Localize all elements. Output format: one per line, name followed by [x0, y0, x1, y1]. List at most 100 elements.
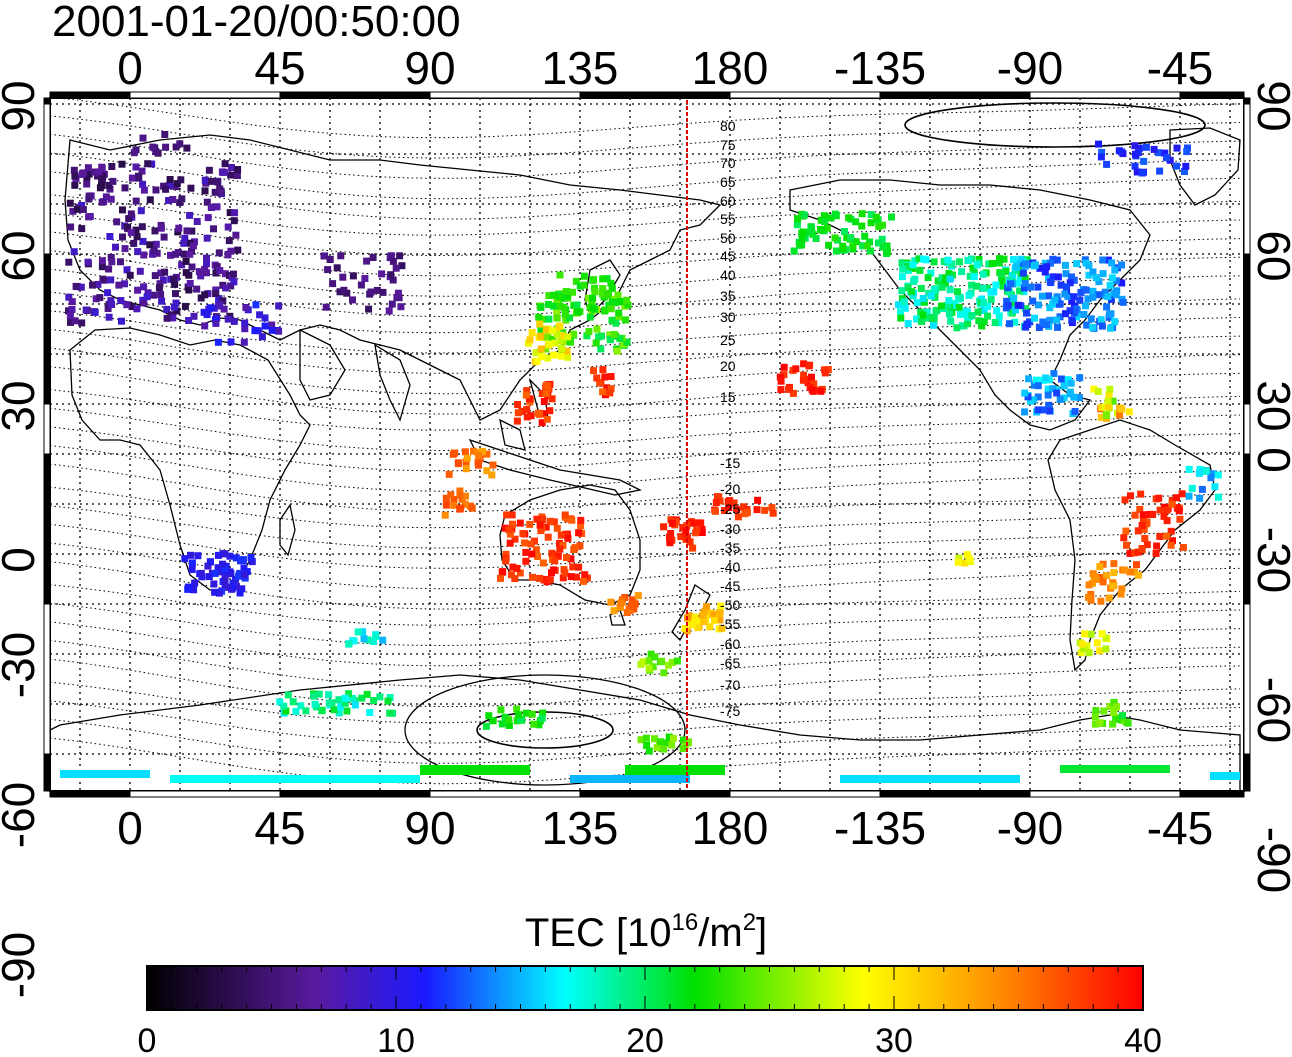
- tec-pixel: [515, 711, 523, 719]
- tec-pixel: [140, 299, 148, 307]
- tec-pixel: [1109, 582, 1117, 590]
- tec-pixel: [505, 526, 513, 534]
- tec-pixel: [183, 227, 191, 235]
- tec-pixel: [591, 288, 599, 296]
- tec-pixel: [572, 573, 580, 581]
- tec-pixel: [540, 398, 548, 405]
- tec-pixel: [181, 302, 189, 310]
- tec-pixel: [1094, 388, 1102, 395]
- tec-pixel: [669, 734, 677, 742]
- tec-pixel: [1098, 322, 1106, 330]
- right-frame-bar: [1243, 753, 1251, 792]
- tec-pixel: [1124, 719, 1132, 727]
- tec-pixel: [794, 215, 802, 223]
- tec-pixel: [210, 225, 217, 233]
- tec-pixel: [1121, 496, 1129, 504]
- tec-pixel: [1030, 381, 1038, 389]
- tec-pixel: [963, 551, 971, 559]
- tec-pixel: [483, 467, 491, 475]
- tec-pixel: [172, 143, 180, 151]
- tec-pixel: [139, 180, 147, 188]
- mlat-label: 70: [720, 155, 736, 171]
- tec-pixel: [137, 207, 145, 215]
- tec-pixel: [554, 552, 562, 560]
- mlat-contour: [50, 658, 1241, 707]
- tec-pixel: [84, 164, 92, 172]
- tec-pixel: [107, 276, 115, 284]
- tec-pixel: [1021, 389, 1029, 397]
- tec-pixel: [241, 325, 249, 333]
- tec-pixel: [940, 258, 948, 265]
- tec-pixel: [1143, 541, 1151, 549]
- tec-pixel: [557, 337, 565, 345]
- tec-pixel: [1156, 506, 1164, 514]
- mlat-contour: [50, 426, 1241, 472]
- tec-pixel: [839, 242, 847, 250]
- bottom-lon-label: 180: [692, 802, 769, 854]
- tec-pixel: [212, 290, 220, 298]
- tec-pixel: [1051, 296, 1059, 304]
- tec-pixel: [188, 559, 196, 567]
- tec-pixel: [213, 203, 221, 211]
- tec-pixel: [589, 304, 597, 312]
- tec-pixel: [1092, 274, 1100, 282]
- tec-pixel: [1006, 320, 1013, 328]
- tec-pixel: [545, 315, 553, 323]
- tec-pixel: [516, 569, 524, 577]
- tec-pixel: [146, 196, 154, 204]
- tec-pixel: [315, 690, 323, 698]
- tec-pixel: [1034, 393, 1042, 401]
- tec-pixel: [470, 447, 477, 455]
- tec-pixel: [151, 227, 159, 235]
- tec-pixel: [710, 611, 718, 619]
- tec-pixel: [933, 306, 941, 314]
- tec-pixel: [559, 574, 567, 582]
- tec-pixel: [1183, 148, 1191, 156]
- tec-pixel: [502, 550, 510, 558]
- tec-pixel: [1104, 403, 1112, 410]
- tec-pixel: [193, 218, 201, 225]
- tec-pixel: [1000, 255, 1008, 263]
- tec-pixel: [345, 640, 353, 648]
- mlat-label: -55: [720, 616, 740, 632]
- tec-pixel: [572, 277, 580, 285]
- tec-pixel: [900, 298, 908, 306]
- tec-pixel: [456, 487, 464, 495]
- tec-pixel: [1095, 291, 1103, 299]
- tec-pixel: [536, 521, 544, 529]
- tec-pixel: [883, 242, 891, 250]
- tec-pixel: [679, 745, 687, 752]
- tec-pixel: [973, 261, 981, 269]
- tec-pixel: [220, 305, 228, 313]
- tec-pixel: [660, 523, 668, 531]
- tec-pixel: [657, 738, 665, 746]
- tec-pixel: [785, 385, 793, 393]
- tec-pixel: [970, 273, 978, 281]
- tec-pixel: [526, 336, 534, 344]
- tec-pixel: [623, 338, 631, 346]
- tec-pixel: [133, 305, 141, 313]
- tec-pixel: [798, 235, 806, 243]
- tec-pixel: [1067, 379, 1075, 387]
- tec-pixel: [1109, 397, 1117, 405]
- tec-pixel: [919, 294, 927, 302]
- tec-pixel: [1023, 256, 1031, 264]
- left-frame-bar: [43, 103, 51, 255]
- tec-pixel: [571, 544, 579, 552]
- tec-pixel: [686, 538, 694, 546]
- tec-pixel: [841, 228, 848, 235]
- tec-pixel: [1113, 703, 1120, 711]
- tec-pixel: [118, 160, 126, 168]
- tec-pixel: [1029, 297, 1037, 305]
- tec-pixel: [968, 312, 976, 319]
- tec-pixel: [998, 271, 1006, 279]
- tec-pixel: [82, 306, 90, 314]
- tec-pixel: [456, 491, 464, 499]
- tec-pixel: [538, 714, 546, 722]
- tec-pixel: [918, 318, 925, 325]
- right-lat-label: -60: [1248, 677, 1292, 743]
- tec-pixel: [501, 524, 509, 532]
- tec-pixel: [546, 576, 554, 584]
- tec-pixel: [539, 709, 547, 717]
- tec-pixel: [590, 367, 597, 375]
